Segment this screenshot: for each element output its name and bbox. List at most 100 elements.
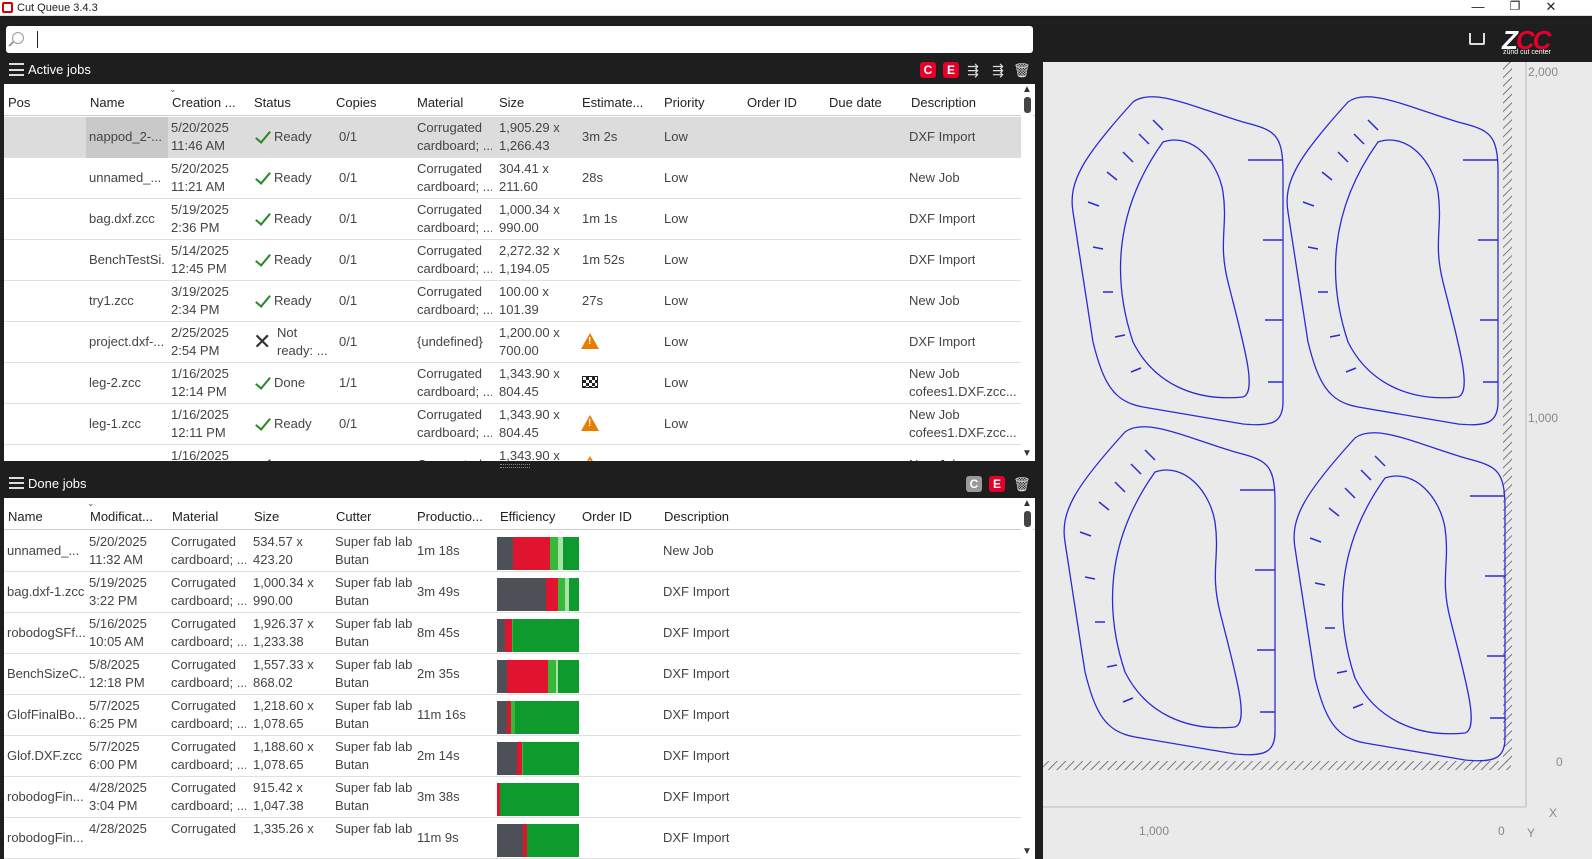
e-icon[interactable]: E bbox=[989, 476, 1005, 492]
description: New Job bbox=[909, 170, 960, 185]
restore-button[interactable]: ❐ bbox=[1509, 0, 1521, 13]
column-header[interactable]: Creation ... bbox=[172, 95, 236, 110]
cut-shape[interactable] bbox=[1293, 432, 1506, 762]
cutter: Butan bbox=[335, 552, 369, 567]
panel-splitter[interactable] bbox=[500, 464, 530, 468]
efficiency-segment bbox=[558, 537, 563, 570]
table-row[interactable]: Glof.DXF.zcc 5/7/2025 6:00 PM Corrugated car… bbox=[4, 736, 1021, 777]
scroll-thumb[interactable] bbox=[1024, 97, 1031, 113]
scroll-down-icon[interactable]: ▼ bbox=[1022, 846, 1032, 857]
modified-date: 4/28/2025 bbox=[89, 821, 147, 836]
sort-arrow-icon: ⌄ bbox=[87, 498, 95, 508]
cart-icon[interactable] bbox=[1469, 33, 1485, 45]
size: 1,343.90 x bbox=[499, 407, 560, 422]
column-header[interactable]: Description bbox=[664, 509, 730, 524]
cut-shapes bbox=[1063, 96, 1506, 762]
list-icon[interactable] bbox=[9, 477, 24, 491]
copies: 0/1 bbox=[339, 416, 358, 431]
send-icon[interactable]: ⇶ bbox=[967, 62, 979, 78]
column-header[interactable]: Status bbox=[254, 95, 291, 110]
table-row[interactable]: robodogSFf... 5/16/2025 10:05 AM Corrugated… bbox=[4, 613, 1021, 654]
table-row[interactable]: 1/16/2025 Corrugated 1,343.90 x New Job bbox=[4, 445, 1021, 461]
column-header[interactable]: Copies bbox=[336, 95, 377, 110]
column-header[interactable]: Modificat... bbox=[90, 509, 153, 524]
menu-icon[interactable] bbox=[9, 63, 24, 76]
table-row[interactable]: bag.dxf.zcc 5/19/2025 2:36 PM Ready 0/1 Corru… bbox=[4, 199, 1021, 240]
column-header[interactable]: Description bbox=[911, 95, 977, 110]
scroll-down-icon[interactable]: ▼ bbox=[1022, 448, 1032, 459]
c-icon[interactable]: C bbox=[966, 476, 982, 492]
search-box[interactable] bbox=[6, 26, 1033, 53]
efficiency-segment bbox=[516, 742, 522, 775]
table-row[interactable]: unnamed_... 5/20/2025 11:21 AM Ready 0/1 Corr… bbox=[4, 158, 1021, 199]
column-header[interactable]: Estimate... bbox=[582, 95, 644, 110]
estimate: 1m 1s bbox=[582, 211, 618, 226]
size: 1,200.00 x bbox=[499, 325, 560, 340]
column-header[interactable]: Productio... bbox=[417, 509, 483, 524]
table-row[interactable]: unnamed_... 5/20/2025 11:32 AM Corrugated ca… bbox=[4, 531, 1021, 572]
estimate: 28s bbox=[582, 170, 603, 185]
column-header[interactable]: Pos bbox=[8, 95, 31, 110]
column-header[interactable]: Cutter bbox=[336, 509, 372, 524]
check-icon bbox=[255, 168, 271, 185]
material: Corrugated bbox=[417, 284, 483, 299]
table-row[interactable]: BenchTestSi... 5/14/2025 12:45 PM Ready 0/1 C… bbox=[4, 240, 1021, 281]
column-header[interactable]: Order ID bbox=[747, 95, 797, 110]
column-header[interactable]: Order ID bbox=[582, 509, 632, 524]
active-jobs-scrollbar[interactable]: ▲ ▼ bbox=[1021, 84, 1033, 461]
status-text: Ready bbox=[274, 211, 312, 226]
column-header[interactable]: Name bbox=[8, 509, 43, 524]
table-row[interactable]: BenchSizeC... 5/8/2025 12:18 PM Corrugated c… bbox=[4, 654, 1021, 695]
done-jobs-header-row: ⌄ Name Modificat... Material Size Cutter Prod… bbox=[4, 498, 1035, 530]
close-button[interactable]: ✕ bbox=[1545, 0, 1557, 14]
done-jobs-scrollbar[interactable]: ▲ ▼ bbox=[1021, 498, 1033, 859]
material: Corrugated bbox=[417, 456, 482, 461]
search-input[interactable] bbox=[42, 29, 1022, 50]
table-row[interactable]: nappod_2-... 5/20/2025 11:46 AM Ready 0/1 Cor… bbox=[4, 117, 1021, 158]
efficiency-bar bbox=[497, 742, 579, 775]
cut-shape[interactable] bbox=[1071, 96, 1284, 426]
cutter: Butan bbox=[335, 675, 369, 690]
modified-date: 5/20/2025 bbox=[89, 534, 147, 549]
send-all-icon[interactable]: ⇶ bbox=[992, 62, 1004, 78]
description: DXF Import bbox=[663, 625, 730, 640]
minimize-button[interactable]: — bbox=[1471, 0, 1485, 14]
description: DXF Import bbox=[663, 748, 730, 763]
column-header[interactable]: Efficiency bbox=[500, 509, 556, 524]
scroll-thumb[interactable] bbox=[1024, 511, 1031, 527]
column-header[interactable]: Material bbox=[172, 509, 219, 524]
c-icon[interactable]: C bbox=[920, 62, 936, 78]
table-row[interactable]: bag.dxf-1.zcc 5/19/2025 3:22 PM Corrugated c… bbox=[4, 572, 1021, 613]
active-jobs-title: Active jobs bbox=[28, 62, 91, 77]
efficiency-bar bbox=[497, 701, 579, 734]
trash-icon[interactable]: 🗑 bbox=[1013, 476, 1031, 492]
cut-preview-canvas[interactable]: 2,000 1,000 0 1,000 0 X Y bbox=[1043, 62, 1592, 859]
column-header[interactable]: Name bbox=[90, 95, 125, 110]
column-header[interactable]: Size bbox=[254, 509, 280, 524]
table-row[interactable]: GlofFinalBo... 5/7/2025 6:25 PM Corrugated c… bbox=[4, 695, 1021, 736]
table-edge-bottom bbox=[1043, 761, 1511, 770]
trash-icon[interactable]: 🗑 bbox=[1013, 62, 1031, 78]
description: DXF Import bbox=[663, 789, 730, 804]
cutter: Super fab lab bbox=[335, 657, 413, 672]
scroll-up-icon[interactable]: ▲ bbox=[1022, 84, 1032, 95]
table-row[interactable]: leg-2.zcc 1/16/2025 12:14 PM Done 1/1 Corruga… bbox=[4, 363, 1021, 404]
table-row[interactable]: robodogFin... 4/28/2025 Corrugated 1,335.26… bbox=[4, 818, 1021, 859]
e-icon[interactable]: E bbox=[943, 62, 959, 78]
table-row[interactable]: try1.zcc 3/19/2025 2:34 PM Ready 0/1 Corrugat… bbox=[4, 281, 1021, 322]
cut-shape[interactable] bbox=[1063, 426, 1276, 756]
column-header[interactable]: Priority bbox=[664, 95, 705, 110]
scroll-up-icon[interactable]: ▲ bbox=[1022, 498, 1032, 509]
column-header[interactable]: Material bbox=[417, 95, 464, 110]
column-header[interactable]: Size bbox=[499, 95, 525, 110]
cut-shape[interactable] bbox=[1286, 96, 1499, 426]
column-header[interactable]: Due date bbox=[829, 95, 882, 110]
table-row[interactable]: robodogFin... 4/28/2025 3:04 PM Corrugated c… bbox=[4, 777, 1021, 818]
job-name: nappod_2-... bbox=[89, 129, 163, 144]
efficiency-segment bbox=[547, 660, 557, 693]
job-name: GlofFinalBo... bbox=[7, 707, 85, 722]
material: Corrugated bbox=[171, 657, 237, 672]
modified-time: 11:32 AM bbox=[89, 552, 143, 567]
table-row[interactable]: leg-1.zcc 1/16/2025 12:11 PM Ready 0/1 Corrug… bbox=[4, 404, 1021, 445]
table-row[interactable]: project.dxf-... 2/25/2025 2:54 PM ✕ Not ready… bbox=[4, 322, 1021, 363]
